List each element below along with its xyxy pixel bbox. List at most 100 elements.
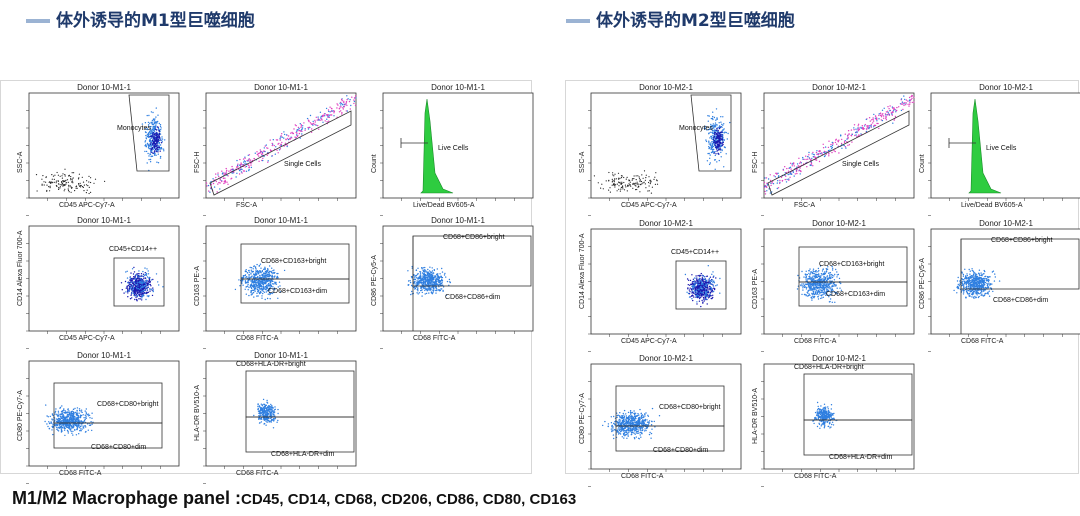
m1-section-title: 体外诱导的M1型巨噬细胞 [26,6,255,31]
m1-p6-plot: Donor 10-M1-1 CD68+CD86+bright CD68+CD86+d… [371,216,534,349]
plot-title: Donor 10-M1-1 [254,351,308,360]
footer-markers: CD45, CD14, CD68, CD206, CD86, CD80, CD1… [241,491,577,508]
m2-p7-plot: Donor 10-M2-1 CD68+CD80+bright CD68+CD80+d… [579,354,742,487]
plot-canvas [26,92,180,216]
x-axis-label: CD68 FITC-A [794,473,837,480]
plot-title: Donor 10-M2-1 [639,354,693,363]
x-axis-label: CD45 APC-Cy7-A [621,202,677,209]
x-axis-label: FSC-A [794,202,815,209]
x-axis-label: CD45 APC-Cy7-A [59,335,115,342]
y-axis-label: CD80 PE-Cy7-A [17,390,24,441]
gate-label: CD45+CD14++ [109,246,158,253]
plot-canvas [928,228,1080,352]
plot-canvas [761,228,915,352]
gate-label-secondary: CD68+CD163+dim [268,288,328,295]
x-axis-label: Live/Dead BV605-A [413,202,475,209]
x-axis-label: CD68 FITC-A [236,470,279,477]
m1-p8-plot: Donor 10-M1-1 CD68+HLA-DR+bright CD68+HLA-… [194,351,357,484]
m1-p5-plot: Donor 10-M1-1 CD68+CD163+bright CD68+CD163… [194,216,357,349]
gate-label: CD68+CD163+bright [261,258,327,265]
gate-label-secondary: CD68+HLA-DR+dim [829,454,893,461]
m1-p7-plot: Donor 10-M1-1 CD68+CD80+bright CD68+CD80+d… [17,351,180,484]
x-axis-label: CD68 FITC-A [794,338,837,345]
plot-canvas [26,225,180,349]
m2-section-title: 体外诱导的M2型巨噬细胞 [566,6,795,31]
m2-p5-plot: Donor 10-M2-1 CD68+CD163+bright CD68+CD163… [752,219,915,352]
plot-title: Donor 10-M2-1 [639,83,693,92]
plot-canvas [928,92,1080,216]
plot-canvas [380,92,534,216]
m1-p3-plot: Donor 10-M1-1 Live Cells Live/Dead BV605-A… [371,83,534,216]
x-axis-label: CD45 APC-Cy7-A [59,202,115,209]
x-axis-label: CD45 APC-Cy7-A [621,338,677,345]
x-axis-label: CD68 FITC-A [413,335,456,342]
y-axis-label: Count [919,154,926,173]
y-axis-label: CD86 PE-Cy5-A [919,258,926,309]
plot-title: Donor 10-M2-1 [812,83,866,92]
plot-canvas [588,228,742,352]
plot-canvas [203,360,357,484]
y-axis-label: HLA-DR BV510-A [752,387,759,444]
m2-p4-plot: Donor 10-M2-1 CD45+CD14++ CD45 APC-Cy7-A CD… [579,219,742,352]
y-axis-label: CD14 Alexa Fluor 700-A [17,230,24,306]
plot-canvas [380,225,534,349]
plot-canvas [588,363,742,487]
gate-label-secondary: CD68+HLA-DR+dim [271,451,335,458]
m2-p2-plot: Donor 10-M2-1 Single Cells FSC-A FSC-H [752,83,915,216]
plot-canvas [761,363,915,487]
plot-title: Donor 10-M1-1 [77,83,131,92]
title-bar-icon [566,19,590,23]
gate-label: CD68+CD163+bright [819,261,885,268]
m2-p8-plot: Donor 10-M2-1 CD68+HLA-DR+bright CD68+HLA-… [752,354,915,487]
plot-title: Donor 10-M2-1 [979,219,1033,228]
plot-title: Donor 10-M1-1 [77,216,131,225]
m1-title-text: 体外诱导的M1型巨噬细胞 [56,11,255,31]
plot-canvas [26,360,180,484]
plot-title: Donor 10-M2-1 [812,219,866,228]
y-axis-label: SSC-A [579,151,586,173]
gate-label: CD68+CD80+bright [659,404,721,411]
gate-label: Single Cells [284,161,321,168]
y-axis-label: CD86 PE-Cy5-A [371,255,378,306]
m1-p1-plot: Donor 10-M1-1 Monocytes CD45 APC-Cy7-A SSC-… [17,83,180,216]
plot-title: Donor 10-M1-1 [254,83,308,92]
plot-title: Donor 10-M2-1 [639,219,693,228]
gate-label: CD68+CD86+bright [991,237,1053,244]
m2-p6-plot: Donor 10-M2-1 CD68+CD86+bright CD68+CD86+d… [919,219,1080,352]
y-axis-label: FSC-H [752,151,759,173]
m1-p2-plot: Donor 10-M1-1 Single Cells FSC-A FSC-H [194,83,357,216]
plot-canvas [203,225,357,349]
y-axis-label: SSC-A [17,151,24,173]
gate-label-secondary: CD68+CD86+dim [445,294,501,301]
title-bar-icon [26,19,50,23]
x-axis-label: FSC-A [236,202,257,209]
gate-label: CD45+CD14++ [671,249,720,256]
gate-label-secondary: CD68+CD163+dim [826,291,886,298]
plot-title: Donor 10-M1-1 [431,83,485,92]
x-axis-label: CD68 FITC-A [59,470,102,477]
m2-p1-plot: Donor 10-M2-1 Monocytes CD45 APC-Cy7-A SSC-… [579,83,742,216]
m2-title-text: 体外诱导的M2型巨噬细胞 [596,11,795,31]
plot-canvas [588,92,742,216]
y-axis-label: HLA-DR BV510-A [194,384,201,441]
footer-lead: M1/M2 Macrophage panel : [12,488,242,508]
gate-label: CD68+HLA-DR+bright [794,364,864,371]
m2-p3-plot: Donor 10-M2-1 Live Cells Live/Dead BV605-A… [919,83,1080,216]
gate-label-secondary: CD68+CD80+dim [91,444,147,451]
x-axis-label: CD68 FITC-A [621,473,664,480]
plot-canvas [203,92,357,216]
plot-title: Donor 10-M2-1 [979,83,1033,92]
gate-label: Monocytes [117,125,151,132]
plot-title: Donor 10-M2-1 [812,354,866,363]
m1-plot-panel: Donor 10-M1-1 Monocytes CD45 APC-Cy7-A SSC-… [0,80,534,484]
y-axis-label: CD14 Alexa Fluor 700-A [579,233,586,309]
gate-label: Live Cells [438,145,469,152]
gate-label-secondary: CD68+CD86+dim [993,297,1049,304]
x-axis-label: Live/Dead BV605-A [961,202,1023,209]
y-axis-label: FSC-H [194,151,201,173]
gate-label: CD68+CD80+bright [97,401,159,408]
x-axis-label: CD68 FITC-A [236,335,279,342]
m1-p4-plot: Donor 10-M1-1 CD45+CD14++ CD45 APC-Cy7-A CD… [17,216,180,349]
y-axis-label: CD163 PE-A [752,268,759,309]
plot-title: Donor 10-M1-1 [431,216,485,225]
